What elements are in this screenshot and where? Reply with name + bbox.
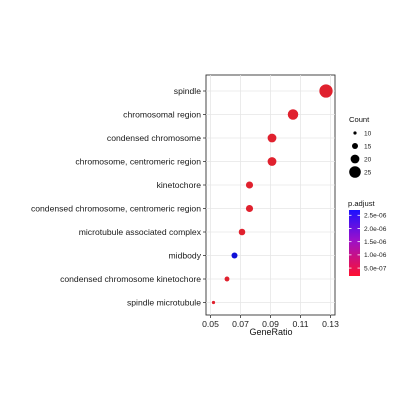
category-label: spindle microtubule	[127, 298, 201, 308]
data-points	[211, 84, 333, 305]
category-label: condensed chromosome	[107, 133, 201, 143]
color-legend-label: 2.5e-06	[364, 213, 387, 220]
size-legend-dot	[349, 166, 361, 178]
x-tick-label: 0.11	[292, 319, 308, 329]
category-label: microtubule associated complex	[79, 227, 202, 237]
color-legend-ticks: 2.5e-06 2.0e-06 1.5e-06 1.0e-06 5.0e-07	[349, 213, 387, 272]
data-point	[231, 252, 238, 259]
x-tick-label: 0.05	[202, 319, 219, 329]
x-tick-label: 0.07	[232, 319, 249, 329]
data-point	[211, 300, 216, 305]
color-legend-label: 1.0e-06	[364, 252, 387, 259]
size-legend-label: 25	[364, 170, 372, 177]
data-point	[287, 109, 299, 120]
data-point	[238, 228, 246, 236]
category-label: condensed chromosome kinetochore	[60, 274, 201, 284]
data-point	[224, 276, 230, 282]
data-point	[267, 133, 277, 143]
size-legend-dot	[352, 143, 358, 149]
color-legend: p.adjust 2.5e-06 2.0e-06 1.5e-06 1.0e-06 5.0…	[348, 199, 387, 276]
category-label: condensed chromosome, centromeric region	[31, 204, 201, 214]
category-label: midbody	[169, 251, 202, 261]
x-tick-label: 0.09	[262, 319, 279, 329]
size-legend-items: 10 15 20 25	[349, 131, 372, 178]
color-legend-title: p.adjust	[348, 199, 375, 208]
x-axis: 0.05 0.07 0.09 0.11 0.13	[202, 315, 339, 329]
category-label: chromosome, centromeric region	[75, 157, 201, 167]
size-legend-dot	[353, 131, 357, 135]
data-point	[245, 181, 254, 189]
data-point	[245, 204, 254, 213]
size-legend-label: 15	[364, 144, 372, 151]
category-axis: spindle chromosomal region condensed chrom…	[31, 86, 206, 308]
category-label: chromosomal region	[123, 110, 201, 120]
size-legend-label: 10	[364, 131, 372, 138]
size-legend-dot	[350, 154, 360, 164]
size-legend: Count 10 15 20 25	[349, 115, 372, 178]
size-legend-label: 20	[364, 157, 372, 164]
data-point	[319, 84, 333, 98]
category-label: spindle	[174, 86, 201, 96]
color-legend-bar	[349, 210, 360, 276]
x-axis-title: GeneRatio	[249, 327, 292, 337]
color-legend-label: 1.5e-06	[364, 239, 387, 246]
data-point	[267, 157, 277, 166]
color-legend-label: 5.0e-07	[364, 265, 387, 272]
size-legend-title: Count	[349, 115, 370, 124]
category-label: kinetochore	[157, 180, 202, 190]
x-tick-label: 0.13	[322, 319, 339, 329]
color-legend-label: 2.0e-06	[364, 226, 387, 233]
